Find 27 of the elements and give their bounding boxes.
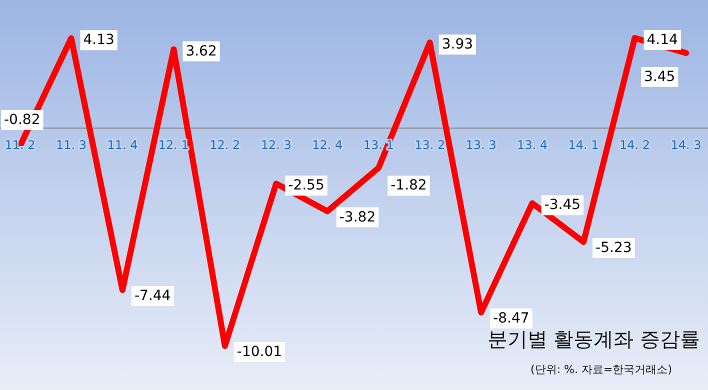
data-label: -7.44 — [134, 288, 171, 304]
data-label: 4.13 — [83, 32, 114, 48]
x-tick-label: 12. 3 — [260, 138, 292, 152]
data-label: 3.93 — [442, 36, 474, 53]
data-label: -1.82 — [390, 178, 427, 194]
data-label: -8.47 — [493, 310, 530, 326]
x-tick-label: 13. 4 — [517, 138, 548, 152]
text: (단위: %. 자료=한국거래소) — [530, 363, 672, 376]
x-tick-label: 14. 2 — [619, 138, 650, 152]
data-label: -0.82 — [4, 112, 40, 128]
x-tick-label: 11. 3 — [56, 138, 87, 152]
data-label: -10.01 — [236, 344, 282, 360]
data-label: 4.14 — [646, 32, 678, 48]
x-tick-label: 11. 4 — [107, 138, 138, 152]
data-label: -2.55 — [288, 178, 324, 194]
data-label: 3.45 — [644, 69, 676, 86]
data-label: -3.45 — [544, 197, 581, 214]
x-tick-label: 12. 4 — [312, 138, 343, 152]
data-label: -3.82 — [339, 209, 376, 226]
x-tick-label: 13. 3 — [466, 138, 496, 152]
data-label: -5.23 — [596, 240, 632, 256]
text: 분기별 활동계좌 증감률 — [487, 327, 700, 351]
x-tick-label: 13. 2 — [414, 138, 446, 152]
x-tick-label: 14. 1 — [568, 138, 599, 152]
x-tick-label: 14. 3 — [670, 138, 702, 152]
x-tick-label: 12. 2 — [210, 138, 240, 152]
data-label: 3.62 — [186, 43, 217, 60]
